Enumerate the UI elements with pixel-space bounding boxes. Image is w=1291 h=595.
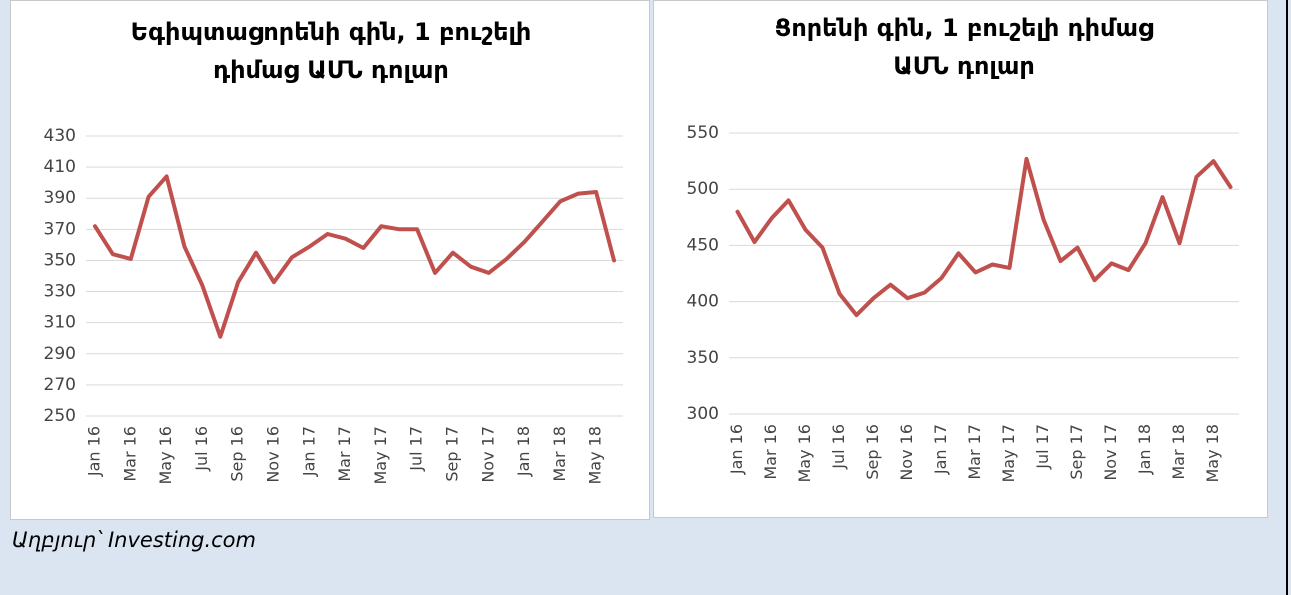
chart: 250 270 290 310 330 350 370 390 410 430 Jan 16 Mar … xyxy=(44,126,623,485)
y-tick-label: 270 xyxy=(44,375,76,395)
y-tick-label: 430 xyxy=(44,126,76,146)
y-tick-label: 500 xyxy=(687,179,719,199)
y-tick-label: 450 xyxy=(687,235,719,255)
x-tick-label: May 17 xyxy=(999,424,1018,483)
x-tick-label: Jan 16 xyxy=(727,424,746,475)
x-tick-label: Sep 16 xyxy=(228,426,247,482)
y-tick-label: 310 xyxy=(44,313,76,333)
y-tick-label: 390 xyxy=(44,188,76,208)
source-note: Աղբյուր՝ Investing.com xyxy=(12,528,256,552)
chart: 300 350 400 450 500 550 Jan 16 Mar 16 May 16 Jul … xyxy=(687,123,1239,483)
data-line xyxy=(93,174,616,339)
x-tick-label: Jan 18 xyxy=(514,426,533,477)
y-tick-label: 290 xyxy=(44,344,76,364)
chart-panel: Ցորենի գին, 1 բուշելի դիմաց ԱՄՆ դոլար 30… xyxy=(653,0,1268,518)
x-tick-label: Nov 16 xyxy=(263,426,282,483)
x-tick-label: Mar 17 xyxy=(965,424,984,480)
x-tick-label: Jan 17 xyxy=(931,424,950,475)
x-tick-label: Jan 16 xyxy=(84,426,103,477)
x-tick-label: Mar 16 xyxy=(120,426,139,482)
x-tick-label: Jul 16 xyxy=(829,424,848,470)
y-tick-label: 400 xyxy=(687,292,719,312)
y-tick-label: 330 xyxy=(44,282,76,302)
x-tick-label: Jan 18 xyxy=(1135,424,1154,475)
chart-title: Եգիպտացորենի գին, 1 բուշելի դիմաց ԱՄՆ դո… xyxy=(130,18,532,84)
x-tick-label: May 18 xyxy=(586,426,605,485)
border xyxy=(1286,0,1288,595)
x-tick-label: Mar 18 xyxy=(1169,424,1188,480)
chart-panel: Եգիպտացորենի գին, 1 բուշելի դիմաց ԱՄՆ դո… xyxy=(10,0,650,520)
x-tick-label: May 17 xyxy=(371,426,390,485)
x-tick-label: Sep 17 xyxy=(1067,424,1086,480)
x-tick-label: Jan 17 xyxy=(299,426,318,477)
x-tick-label: Nov 16 xyxy=(897,424,916,481)
x-tick-label: May 16 xyxy=(156,426,175,485)
y-tick-label: 250 xyxy=(44,406,76,426)
x-tick-label: May 16 xyxy=(795,424,814,483)
x-tick-label: Jul 16 xyxy=(192,426,211,472)
x-tick-label: Nov 17 xyxy=(1101,424,1120,481)
x-tick-label: Jul 17 xyxy=(1033,424,1052,470)
chart-title: Ցորենի գին, 1 բուշելի դիմաց ԱՄՆ դոլար xyxy=(774,14,1154,80)
x-tick-label: Sep 17 xyxy=(442,426,461,482)
x-tick-label: Sep 16 xyxy=(863,424,882,480)
x-tick-label: May 18 xyxy=(1203,424,1222,483)
x-tick-label: Jul 17 xyxy=(407,426,426,472)
y-tick-label: 410 xyxy=(44,157,76,177)
y-tick-label: 550 xyxy=(687,123,719,143)
data-line xyxy=(735,156,1233,318)
x-tick-label: Mar 16 xyxy=(761,424,780,480)
y-tick-label: 370 xyxy=(44,219,76,239)
x-tick-label: Mar 17 xyxy=(335,426,354,482)
y-tick-label: 350 xyxy=(44,250,76,270)
x-tick-label: Mar 18 xyxy=(550,426,569,482)
y-tick-label: 350 xyxy=(687,348,719,368)
y-tick-label: 300 xyxy=(687,404,719,424)
x-tick-label: Nov 17 xyxy=(478,426,497,483)
